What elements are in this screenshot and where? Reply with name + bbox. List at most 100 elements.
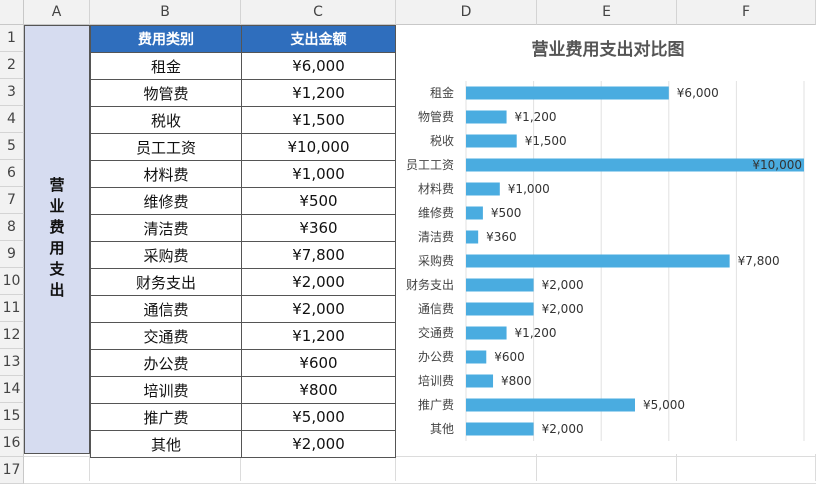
cell-amount[interactable]: ¥600 (241, 349, 396, 377)
row-header-10[interactable]: 10 (0, 268, 24, 295)
cell-amount[interactable]: ¥5,000 (241, 403, 396, 431)
row-header-17[interactable]: 17 (0, 457, 24, 484)
column-header-a[interactable]: A (24, 0, 90, 25)
cell-amount[interactable]: ¥1,200 (241, 322, 396, 350)
cell-amount[interactable]: ¥2,000 (241, 268, 396, 296)
column-header-b[interactable]: B (90, 0, 241, 25)
merged-cell-label: 营业费用支出 (47, 176, 66, 303)
chart-data-label: ¥2,000 (542, 302, 584, 316)
cell-category[interactable]: 通信费 (90, 295, 242, 323)
chart-bar (466, 278, 534, 292)
row-header-15[interactable]: 15 (0, 403, 24, 430)
row-header-16[interactable]: 16 (0, 430, 24, 457)
chart-bar (466, 302, 534, 316)
cell-amount[interactable]: ¥360 (241, 214, 396, 242)
chart-data-label: ¥10,000 (752, 158, 802, 172)
chart-bar (466, 110, 507, 124)
chart-bar (466, 398, 635, 412)
row-header-3[interactable]: 3 (0, 79, 24, 106)
row-header-12[interactable]: 12 (0, 322, 24, 349)
chart-bar (466, 134, 517, 148)
chart-bar (466, 350, 487, 364)
row-header-6[interactable]: 6 (0, 160, 24, 187)
chart-bar (466, 422, 534, 436)
chart-data-label: ¥7,800 (738, 254, 780, 268)
cell-amount[interactable]: ¥2,000 (241, 295, 396, 323)
cell-amount[interactable]: ¥1,500 (241, 106, 396, 134)
row-header-5[interactable]: 5 (0, 133, 24, 160)
cell-category[interactable]: 培训费 (90, 376, 242, 404)
cell-category[interactable]: 推广费 (90, 403, 242, 431)
column-header-d[interactable]: D (396, 0, 537, 25)
cell-amount[interactable]: ¥7,800 (241, 241, 396, 269)
cell-category[interactable]: 其他 (90, 430, 242, 458)
cell-category[interactable]: 财务支出 (90, 268, 242, 296)
column-header-c[interactable]: C (241, 0, 396, 25)
cell-amount[interactable]: ¥2,000 (241, 430, 396, 458)
cell-amount[interactable]: ¥1,200 (241, 79, 396, 107)
chart-category-label: 租金 (430, 85, 454, 100)
chart-data-label: ¥1,500 (525, 134, 567, 148)
chart-data-label: ¥5,000 (643, 398, 685, 412)
header-amount[interactable]: 支出金额 (241, 25, 396, 53)
chart-bar (466, 86, 669, 100)
chart-category-label: 采购费 (418, 253, 454, 268)
column-header-e[interactable]: E (537, 0, 677, 25)
cell-amount[interactable]: ¥800 (241, 376, 396, 404)
row-header-9[interactable]: 9 (0, 241, 24, 268)
chart-bar (466, 254, 730, 268)
bar-chart[interactable]: 营业费用支出对比图 租金 ¥6,000 物管费 ¥1,200 税收 ¥1,500 员工工资 ¥1… (396, 25, 816, 454)
chart-bar (466, 182, 500, 196)
row-header-8[interactable]: 8 (0, 214, 24, 241)
chart-category-label: 办公费 (418, 349, 454, 364)
chart-bar (466, 374, 494, 388)
cell-category[interactable]: 交通费 (90, 322, 242, 350)
chart-category-label: 培训费 (418, 373, 454, 388)
cell-amount[interactable]: ¥10,000 (241, 133, 396, 161)
cell-amount[interactable]: ¥500 (241, 187, 396, 215)
chart-category-label: 清洁费 (418, 230, 454, 244)
select-all-corner[interactable] (0, 0, 24, 25)
row-header-11[interactable]: 11 (0, 295, 24, 322)
cell-amount[interactable]: ¥1,000 (241, 160, 396, 188)
row-header-4[interactable]: 4 (0, 106, 24, 133)
row-header-7[interactable]: 7 (0, 187, 24, 214)
chart-bar (466, 206, 483, 220)
row-header-13[interactable]: 13 (0, 349, 24, 376)
row-header-14[interactable]: 14 (0, 376, 24, 403)
cell-category[interactable]: 租金 (90, 52, 242, 80)
chart-category-label: 通信费 (418, 302, 454, 316)
row-header-2[interactable]: 2 (0, 52, 24, 79)
cell-amount[interactable]: ¥6,000 (241, 52, 396, 80)
chart-data-label: ¥1,200 (515, 110, 557, 124)
chart-data-label: ¥2,000 (542, 422, 584, 436)
chart-bar (466, 158, 804, 172)
chart-category-label: 员工工资 (406, 158, 454, 172)
cell-category[interactable]: 员工工资 (90, 133, 242, 161)
chart-data-label: ¥2,000 (542, 278, 584, 292)
cell-category[interactable]: 采购费 (90, 241, 242, 269)
chart-title: 营业费用支出对比图 (532, 39, 685, 60)
column-header-f[interactable]: F (677, 0, 816, 25)
header-category[interactable]: 费用类别 (90, 25, 242, 53)
chart-bar (466, 326, 507, 340)
cell-category[interactable]: 维修费 (90, 187, 242, 215)
chart-bar (466, 230, 479, 244)
cell-category[interactable]: 清洁费 (90, 214, 242, 242)
chart-category-label: 物管费 (418, 109, 454, 124)
chart-category-label: 财务支出 (406, 277, 454, 292)
merged-cell-a[interactable]: 营业费用支出 (24, 25, 90, 454)
chart-category-label: 材料费 (418, 182, 454, 196)
cell-category[interactable]: 材料费 (90, 160, 242, 188)
cell-category[interactable]: 物管费 (90, 79, 242, 107)
chart-category-label: 交通费 (418, 325, 454, 340)
grid-line (24, 456, 816, 457)
chart-data-label: ¥800 (501, 374, 532, 388)
cell-category[interactable]: 税收 (90, 106, 242, 134)
cell-category[interactable]: 办公费 (90, 349, 242, 377)
row-header-1[interactable]: 1 (0, 25, 24, 52)
chart-category-label: 维修费 (418, 205, 454, 220)
chart-data-label: ¥500 (491, 206, 522, 220)
chart-data-label: ¥1,000 (508, 182, 550, 196)
